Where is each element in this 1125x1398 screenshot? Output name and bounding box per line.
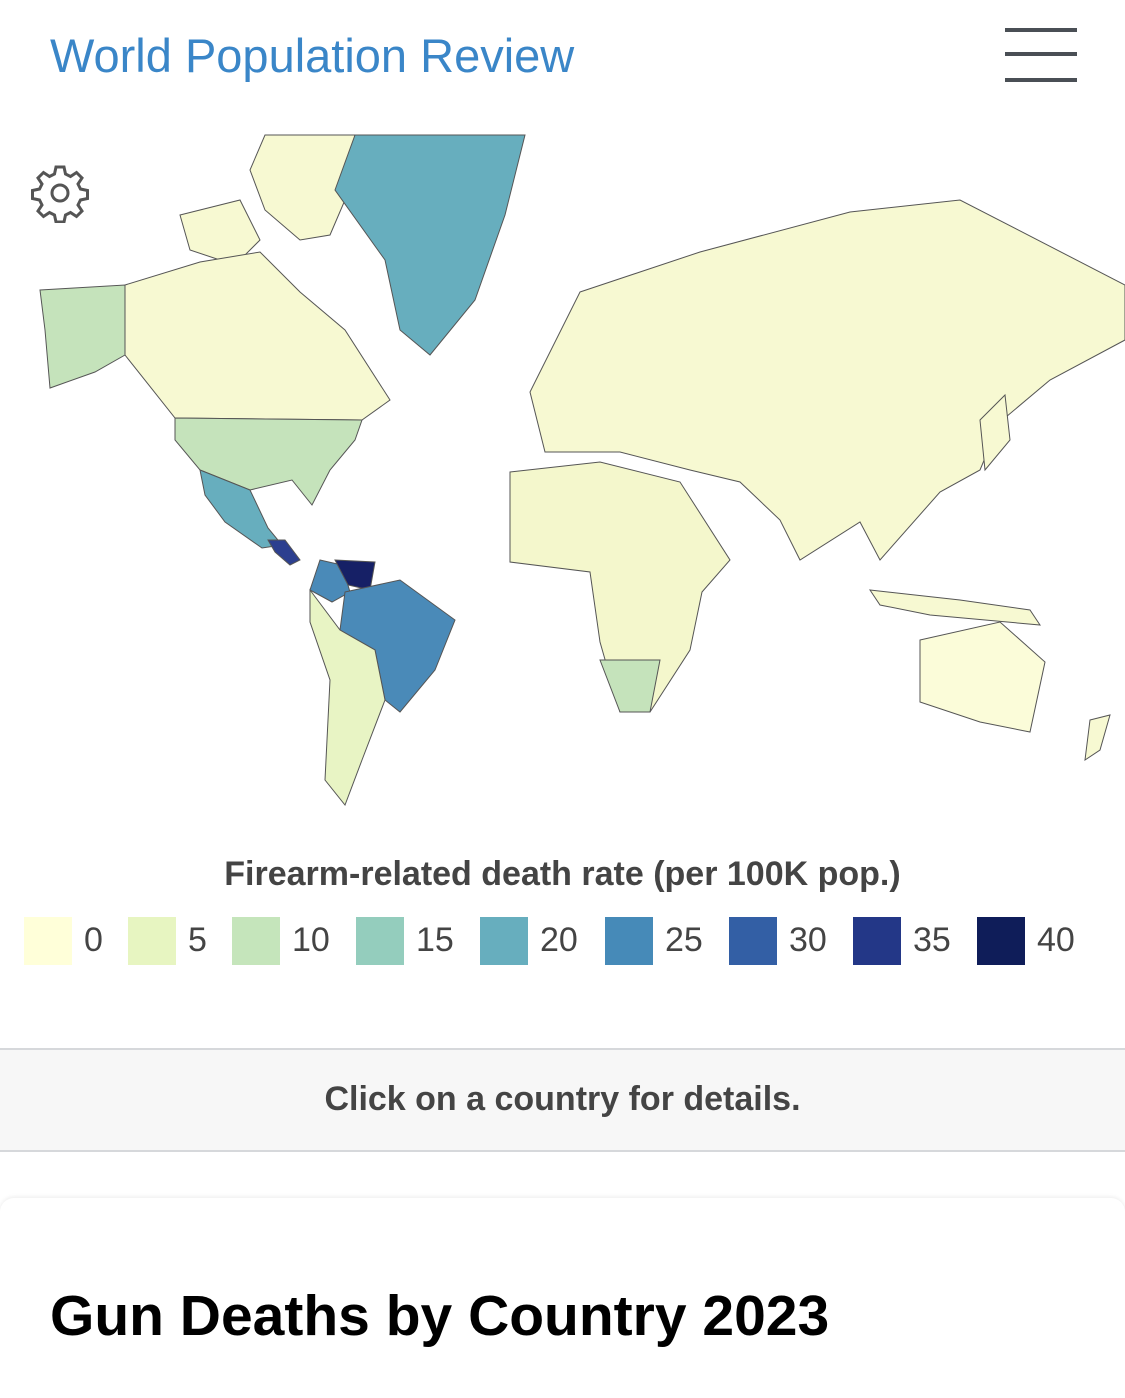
legend-swatch [853,917,901,965]
country-japan[interactable] [979,393,1011,472]
brand-link[interactable]: World Population Review [50,29,575,82]
legend-swatch [356,917,404,965]
info-band: Click on a country for details. [0,1048,1125,1152]
legend-label: 0 [84,921,103,959]
legend-swatch [24,917,72,965]
legend-swatch [977,917,1025,965]
legend-label: 5 [188,921,207,959]
legend-swatch [480,917,528,965]
legend-label: 15 [416,921,454,959]
legend-label: 10 [292,921,330,959]
legend-label: 25 [665,921,703,959]
legend-swatch [729,917,777,965]
country-africa[interactable] [509,461,731,713]
legend-title: Firearm-related death rate (per 100K pop… [224,855,901,893]
legend-label: 40 [1037,921,1075,959]
country-south-america-rest[interactable] [309,588,386,806]
country-southern-africa[interactable] [599,659,661,713]
legend-label: 35 [913,921,951,959]
legend-label: 20 [540,921,578,959]
legend-swatch [232,917,280,965]
country-usa[interactable] [174,417,363,506]
country-canada[interactable] [124,251,391,421]
country-arctic-islands[interactable] [179,199,261,266]
site-header: World Population Review [0,0,1125,115]
article-card: Gun Deaths by Country 2023 [0,1198,1125,1398]
legend-swatch [128,917,176,965]
country-greenland[interactable] [334,134,526,356]
country-new-zealand[interactable] [1084,714,1111,762]
info-text: Click on a country for details. [324,1080,801,1118]
legend-swatch [605,917,653,965]
country-australia[interactable] [919,621,1046,733]
page-title: Gun Deaths by Country 2023 [50,1284,830,1348]
gear-icon[interactable] [30,163,90,223]
world-map[interactable] [0,130,1125,820]
country-central-america[interactable] [267,539,301,566]
hamburger-icon[interactable] [1005,28,1077,84]
legend-label: 30 [789,921,827,959]
country-eurasia[interactable] [529,199,1125,561]
country-indonesia[interactable] [868,589,1041,626]
country-alaska[interactable] [39,284,126,389]
